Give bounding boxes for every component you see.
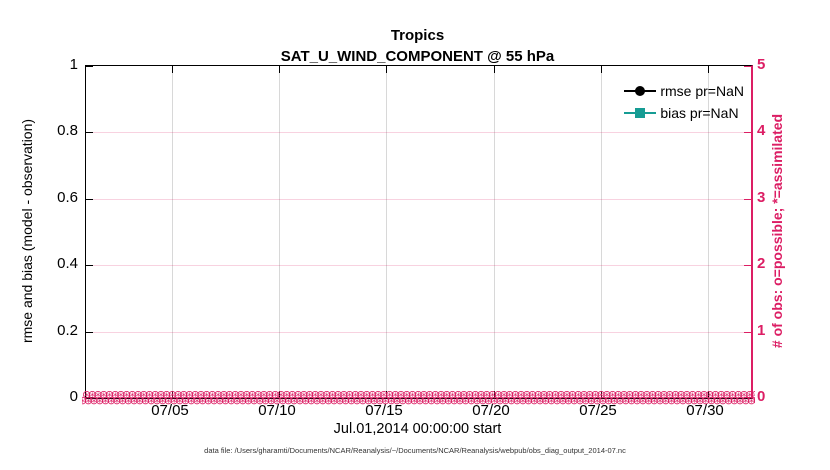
vgrid-0725 — [600, 66, 602, 398]
tickmark-top-0715 — [386, 66, 388, 73]
tickmark-left-08 — [86, 132, 93, 134]
x-tick-0730: 07/30 — [686, 402, 724, 419]
tickmark-right-0 — [744, 397, 751, 398]
tickmark-bottom-0705 — [171, 391, 173, 398]
x-tick-0710: 07/10 — [258, 402, 296, 419]
right-tick-5: 5 — [757, 56, 766, 73]
tickmark-bottom-0720 — [493, 391, 495, 398]
right-tick-2: 2 — [757, 255, 766, 273]
tickmark-top-0705 — [171, 66, 173, 73]
x-tick-0720: 07/20 — [472, 402, 510, 419]
tickmark-top-0710 — [279, 66, 281, 73]
tickmark-left-06 — [86, 198, 93, 200]
tickmark-top-0720 — [493, 66, 495, 73]
legend-label-rmse: rmse pr=NaN — [660, 83, 744, 99]
left-tick-04: 0.4 — [57, 255, 78, 273]
tickmark-bottom-0725 — [600, 391, 602, 398]
hgrid-08 — [86, 132, 751, 134]
legend-label-bias: bias pr=NaN — [660, 105, 739, 121]
tickmark-bottom-0730 — [708, 391, 710, 398]
left-tick-08: 0.8 — [57, 122, 78, 140]
tickmark-right-1 — [744, 331, 751, 333]
bias-line-marker-icon — [624, 107, 657, 119]
tickmark-top-0725 — [600, 66, 602, 73]
tickmark-left-04 — [86, 265, 93, 267]
obs-marker-row: ⊛⊛⊛⊛⊛⊛⊛⊛⊛⊛⊛⊛⊛⊛⊛⊛⊛⊛⊛⊛⊛⊛⊛⊛⊛⊛⊛⊛⊛⊛⊛⊛⊛⊛⊛⊛⊛⊛⊛⊛… — [82, 394, 755, 405]
plot-area: rmse pr=NaN bias pr=NaN ⊛⊛⊛⊛⊛⊛⊛⊛⊛⊛⊛⊛⊛⊛⊛⊛… — [82, 65, 755, 405]
legend: rmse pr=NaN bias pr=NaN — [624, 82, 744, 122]
vgrid-0730 — [708, 66, 710, 398]
left-tick-1: 1 — [69, 56, 78, 73]
x-tick-0705: 07/05 — [151, 402, 189, 419]
left-tick-06: 0.6 — [57, 188, 78, 206]
right-tick-1: 1 — [757, 321, 766, 339]
obs-count-marker-band: ⊛⊛⊛⊛⊛⊛⊛⊛⊛⊛⊛⊛⊛⊛⊛⊛⊛⊛⊛⊛⊛⊛⊛⊛⊛⊛⊛⊛⊛⊛⊛⊛⊛⊛⊛⊛⊛⊛⊛⊛… — [82, 391, 755, 405]
vgrid-0720 — [493, 66, 495, 398]
right-axis-label: # of obs: o=possible; *=assimilated — [769, 113, 785, 349]
data-file-footer: data file: /Users/gharamti/Documents/NCA… — [204, 446, 626, 455]
left-tick-0: 0 — [69, 388, 78, 405]
tickmark-bottom-0715 — [386, 391, 388, 398]
tickmark-right-3 — [744, 198, 751, 200]
x-axis-label: Jul.01,2014 00:00:00 start — [333, 421, 502, 437]
tickmark-left-0 — [86, 397, 93, 398]
left-axis-label-wrap: rmse and bias (model - observation) — [14, 65, 40, 397]
vgrid-0710 — [279, 66, 281, 398]
hgrid-04 — [86, 265, 751, 267]
vgrid-0705 — [171, 66, 173, 398]
x-tick-0725: 07/25 — [579, 402, 617, 419]
chart-title-block: Tropics SAT_U_WIND_COMPONENT @ 55 hPa — [85, 25, 750, 67]
right-tick-3: 3 — [757, 188, 766, 206]
chart-title-variable: SAT_U_WIND_COMPONENT @ 55 hPa — [280, 48, 555, 65]
right-tick-4: 4 — [757, 122, 766, 140]
rmse-line-marker-icon — [624, 85, 657, 97]
right-tick-0: 0 — [757, 388, 766, 405]
chart-title-region: Tropics — [390, 27, 445, 44]
vgrid-0715 — [386, 66, 388, 398]
tickmark-left-1 — [86, 66, 93, 67]
hgrid-02 — [86, 331, 751, 333]
left-axis-label: rmse and bias (model - observation) — [19, 118, 36, 344]
left-tick-02: 0.2 — [57, 321, 78, 339]
tickmark-right-2 — [744, 265, 751, 267]
tickmark-top-0730 — [708, 66, 710, 73]
obs-marker-row: ⊛⊛⊛⊛⊛⊛⊛⊛⊛⊛⊛⊛⊛⊛⊛⊛⊛⊛⊛⊛⊛⊛⊛⊛⊛⊛⊛⊛⊛⊛⊛⊛⊛⊛⊛⊛⊛⊛⊛⊛… — [82, 391, 755, 401]
tickmark-left-02 — [86, 331, 93, 333]
tickmark-right-4 — [744, 132, 751, 134]
right-axis-label-wrap: # of obs: o=possible; *=assimilated — [764, 65, 790, 397]
hgrid-06 — [86, 198, 751, 200]
legend-row-rmse: rmse pr=NaN — [624, 82, 744, 100]
tickmark-right-5 — [744, 66, 751, 67]
x-tick-0715: 07/15 — [365, 402, 403, 419]
tickmark-bottom-0710 — [279, 391, 281, 398]
legend-row-bias: bias pr=NaN — [624, 104, 744, 122]
